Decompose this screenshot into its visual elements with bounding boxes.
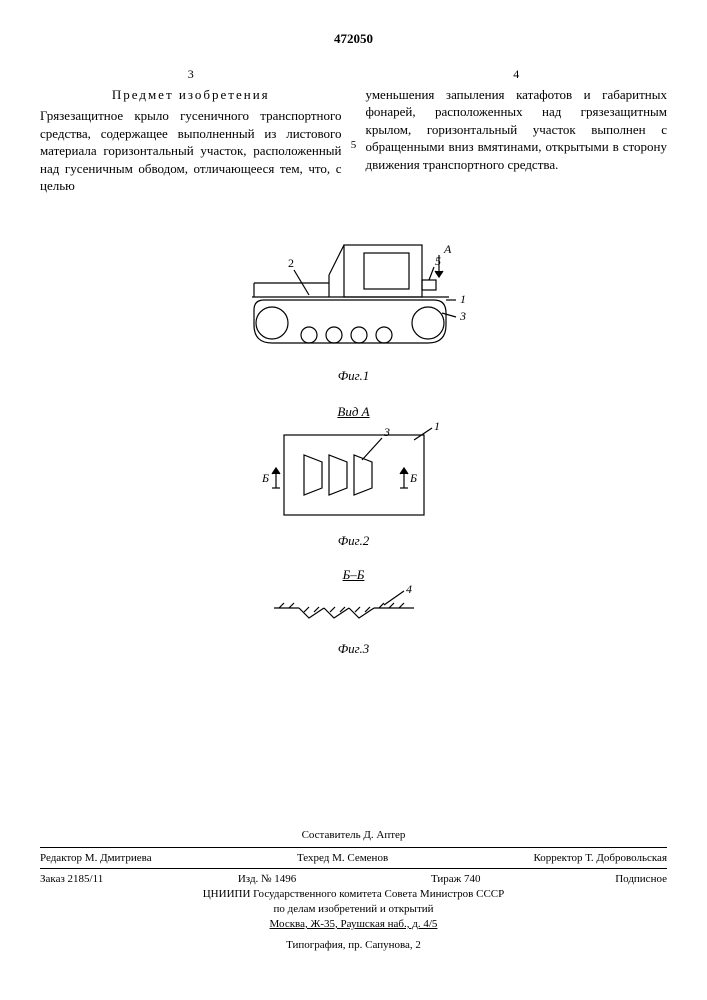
editor-row: Редактор М. Дмитриева Техред М. Семенов … [40, 851, 667, 866]
col-number-right: 4 [366, 66, 668, 82]
patent-number: 472050 [40, 30, 667, 48]
claims-text-right: уменьшения запыления катафотов и габарит… [366, 86, 668, 174]
fig3-heading: Б–Б [40, 566, 667, 584]
corrector: Корректор Т. Добровольская [534, 851, 667, 866]
subscription: Подписное [615, 872, 667, 887]
figure-2: Б Б 3 1 [254, 420, 454, 530]
fig2-label-B-left: Б [261, 471, 269, 485]
fig2-label-3: 3 [383, 425, 390, 439]
compiler-line: Составитель Д. Аптер [40, 828, 667, 843]
figures-block: 2 А 5 1 3 Фиг.1 Вид А [40, 225, 667, 658]
text-columns: 3 Предмет изобретения Грязезащитное крыл… [40, 66, 667, 195]
fig3-caption: Фиг.3 [40, 640, 667, 658]
fig1-label-A: А [443, 242, 452, 256]
fig1-label-3: 3 [459, 309, 466, 323]
fig1-label-1: 1 [460, 292, 466, 306]
editor: Редактор М. Дмитриева [40, 851, 152, 866]
claims-text-left: Грязезащитное крыло гусеничного транспор… [40, 107, 342, 195]
print-info-row: Заказ 2185/11 Изд. № 1496 Тираж 740 Подп… [40, 872, 667, 887]
imprint-footer: Составитель Д. Аптер Редактор М. Дмитрие… [40, 828, 667, 953]
claims-heading: Предмет изобретения [40, 86, 342, 104]
fig1-label-2: 2 [288, 256, 294, 270]
right-column: 4 уменьшения запыления катафотов и габар… [366, 66, 668, 195]
figure-3: 4 [254, 583, 454, 638]
left-column: 3 Предмет изобретения Грязезащитное крыл… [40, 66, 342, 195]
address-line: Москва, Ж-35, Раушская наб., д. 4/5 [40, 917, 667, 932]
edition-no: Изд. № 1496 [238, 872, 296, 887]
org-line-2: по делам изобретений и открытий [40, 902, 667, 917]
margin-line-number: 5 [351, 138, 357, 153]
col-number-left: 3 [40, 66, 342, 82]
fig2-heading: Вид А [40, 403, 667, 421]
org-line-1: ЦНИИПИ Государственного комитета Совета … [40, 887, 667, 902]
fig2-caption: Фиг.2 [40, 532, 667, 550]
fig1-caption: Фиг.1 [40, 367, 667, 385]
fig2-label-B-right: Б [409, 471, 417, 485]
order-no: Заказ 2185/11 [40, 872, 103, 887]
fig3-label-4: 4 [406, 583, 412, 596]
circulation: Тираж 740 [431, 872, 481, 887]
tech-editor: Техред М. Семенов [297, 851, 388, 866]
printer-line: Типография, пр. Сапунова, 2 [40, 938, 667, 953]
fig1-label-5: 5 [435, 254, 441, 268]
figure-1: 2 А 5 1 3 [224, 225, 484, 365]
fig2-label-1: 1 [434, 420, 440, 433]
